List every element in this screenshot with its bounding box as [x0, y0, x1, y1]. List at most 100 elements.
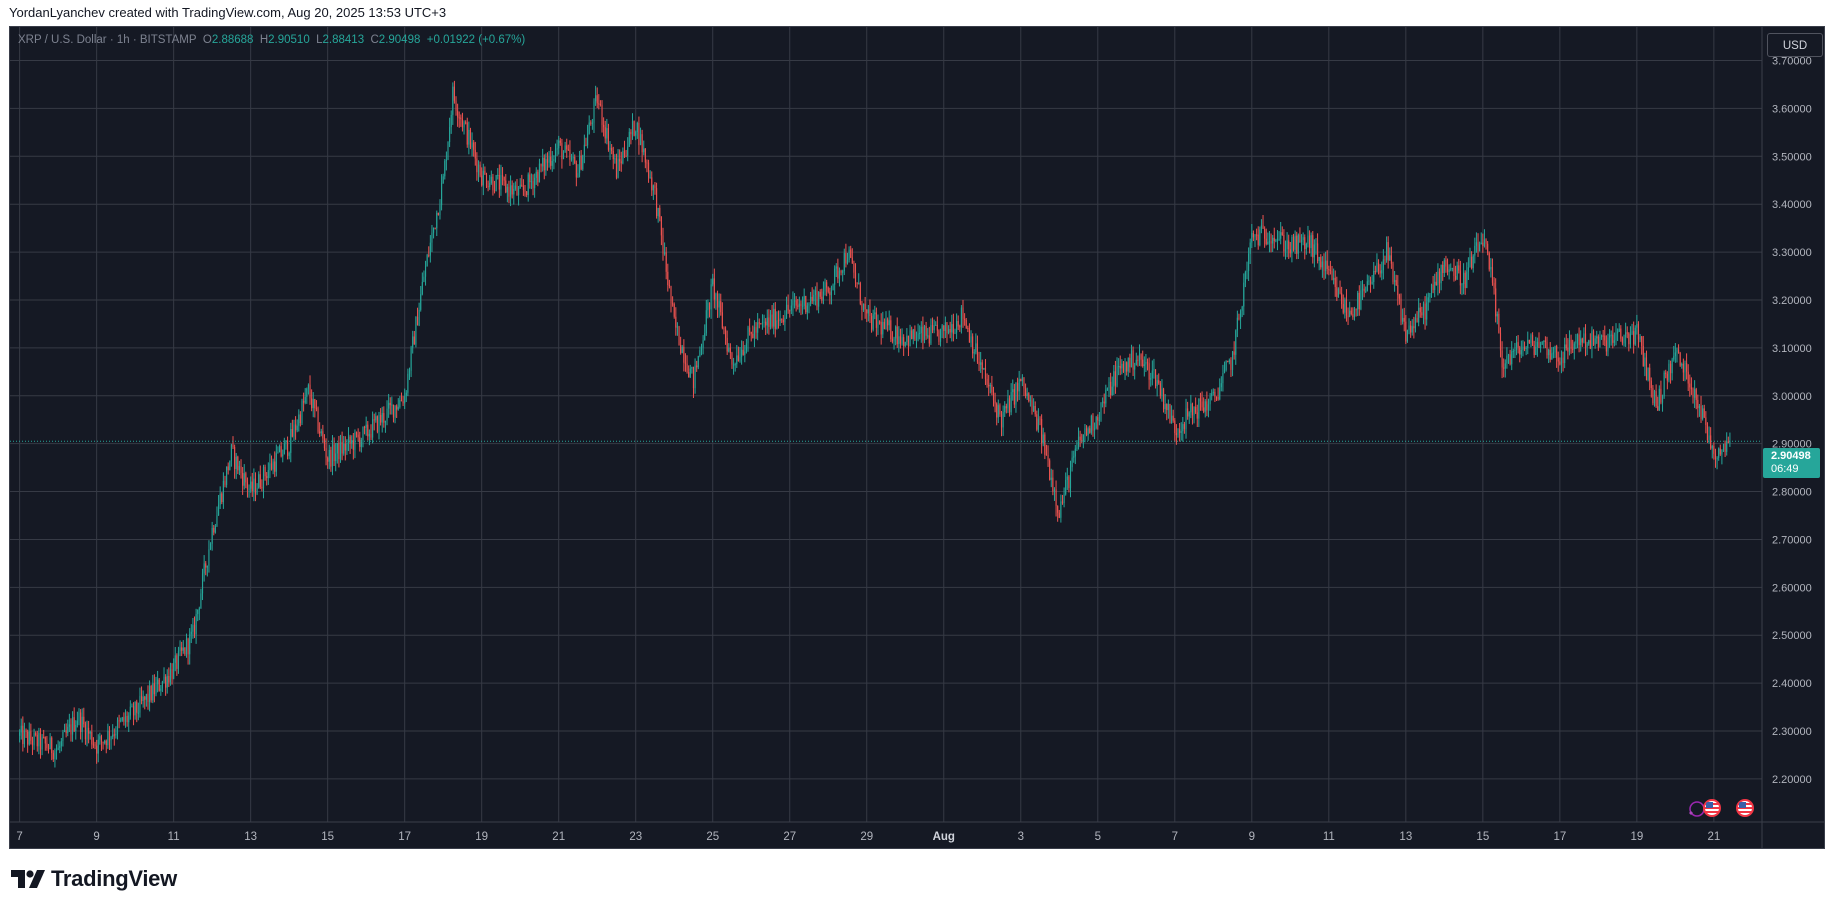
candle-body — [1552, 352, 1554, 354]
candle-body — [1033, 405, 1035, 412]
candle-body — [450, 114, 452, 128]
candle-body — [1597, 336, 1599, 348]
candle-body — [776, 320, 778, 329]
candle-body — [301, 401, 303, 424]
candle-body — [1039, 418, 1041, 420]
candle-body — [1015, 383, 1017, 405]
candle-body — [1209, 396, 1211, 405]
symbol-legend[interactable]: XRP / U.S. Dollar · 1h · BITSTAMP O2.886… — [18, 34, 525, 46]
legend-low-label: L — [316, 34, 323, 46]
candle-body — [851, 257, 853, 264]
candle-body — [1713, 446, 1715, 454]
candle-body — [1199, 398, 1202, 402]
candle-body — [355, 432, 358, 435]
x-tick-label: 3 — [1018, 831, 1024, 843]
candle-body — [1706, 424, 1709, 441]
candle-body — [1660, 388, 1662, 403]
us-flag-icon[interactable] — [1703, 799, 1721, 817]
candle-body — [917, 333, 919, 340]
currency-button[interactable]: USD — [1767, 33, 1823, 57]
candle-body — [1164, 404, 1166, 410]
candle-body — [1320, 256, 1322, 268]
candle-body — [242, 472, 244, 486]
candle-body — [1543, 340, 1545, 342]
x-tick-label: 17 — [398, 831, 411, 843]
candle-body — [214, 525, 216, 533]
candle-body — [617, 158, 619, 178]
candle-body — [250, 481, 252, 489]
candle-body — [787, 304, 789, 311]
candle-body — [559, 140, 561, 143]
us-flag-icon[interactable] — [1736, 799, 1754, 817]
candle-body — [802, 305, 804, 307]
candle-body — [1435, 281, 1437, 285]
candle-body — [1493, 282, 1495, 289]
candle-body — [1047, 454, 1049, 461]
candle-body — [192, 624, 194, 632]
tradingview-logo[interactable]: TradingView — [11, 866, 177, 892]
candle-body — [1443, 260, 1445, 274]
candle-body — [185, 638, 188, 655]
candle-body — [1029, 400, 1031, 402]
candle-body — [829, 291, 831, 296]
candle-body — [1488, 253, 1490, 270]
candle-body — [182, 647, 184, 651]
candle-body — [258, 474, 260, 489]
candle-body — [1102, 401, 1104, 403]
candle-body — [1126, 362, 1128, 372]
candle-body — [1345, 299, 1348, 316]
candle-body — [1538, 342, 1540, 348]
candle-body — [102, 741, 104, 744]
candle-body — [654, 185, 656, 189]
candle-body — [1548, 349, 1550, 356]
candle-body — [1041, 418, 1043, 444]
candle-body — [683, 346, 685, 363]
candle-body — [364, 426, 366, 428]
candle-body — [745, 343, 747, 352]
candle-body — [1142, 359, 1144, 367]
candle-body — [803, 295, 805, 306]
candle-body — [582, 155, 584, 170]
candle-body — [458, 117, 460, 119]
candle-body — [1416, 317, 1418, 323]
candle-body — [737, 355, 739, 361]
candle-body — [510, 185, 512, 197]
candle-body — [208, 549, 210, 566]
candle-body — [256, 488, 258, 494]
candle-body — [731, 352, 733, 365]
candle-body — [957, 320, 959, 327]
candle-body — [729, 347, 731, 353]
candle-body — [105, 740, 107, 746]
candle-body — [1609, 335, 1611, 338]
candle-body — [869, 309, 871, 317]
candle-body — [527, 174, 529, 196]
legend-high: 2.90510 — [268, 34, 310, 46]
candle-body — [1402, 317, 1404, 322]
candle-body — [765, 321, 767, 326]
candle-body — [1376, 262, 1378, 272]
candle-body — [1050, 477, 1052, 480]
candle-body — [107, 731, 109, 746]
candle-body — [1450, 268, 1452, 270]
candle-body — [1479, 244, 1481, 252]
candle-body — [248, 488, 250, 490]
candle-body — [991, 384, 993, 393]
candle-body — [893, 338, 895, 342]
candle-body — [153, 683, 155, 695]
candle-body — [976, 343, 979, 362]
candle-body — [303, 401, 305, 403]
candle-body — [63, 730, 66, 732]
candle-body — [845, 253, 847, 264]
candle-body — [814, 290, 816, 296]
chart-pane[interactable] — [9, 26, 1825, 849]
candle-body — [914, 329, 916, 340]
candle-body — [1519, 347, 1521, 355]
legend-change: +0.01922 (+0.67%) — [426, 34, 526, 46]
candle-body — [1162, 388, 1165, 410]
candle-body — [562, 152, 565, 160]
candle-body — [1171, 415, 1173, 423]
candle-body — [1421, 312, 1423, 316]
candle-body — [378, 415, 380, 432]
candle-body — [1137, 359, 1139, 361]
